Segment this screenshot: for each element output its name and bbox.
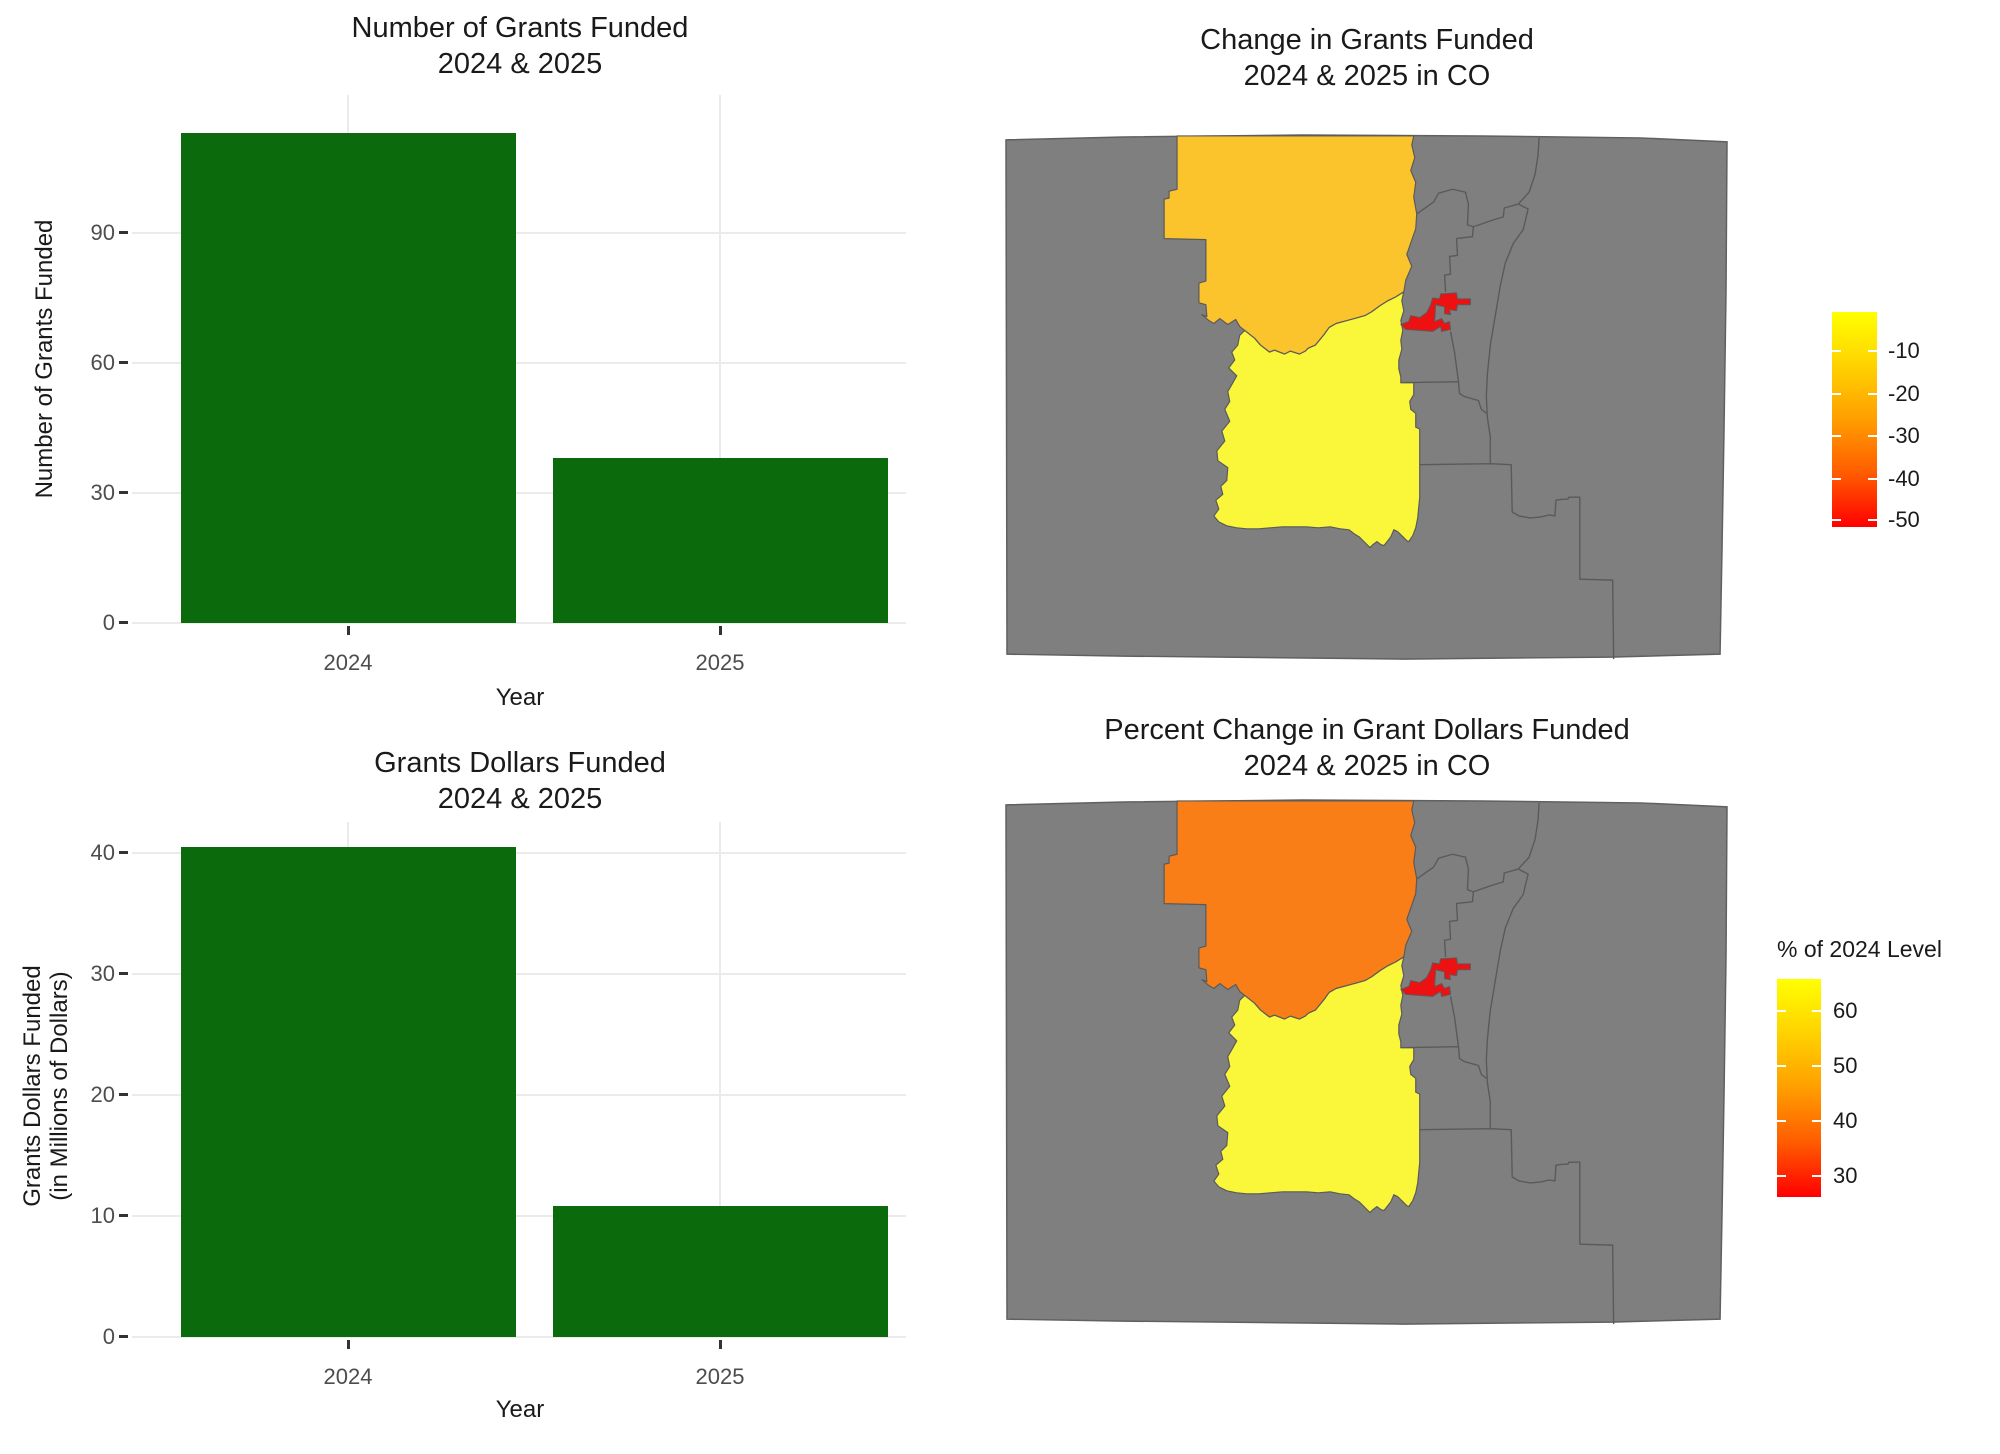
ytick-label-10: 10 — [90, 1203, 115, 1228]
ytick-mark-20 — [119, 1093, 128, 1096]
ytick-mark-30 — [119, 491, 128, 494]
gridline-90 — [132, 232, 906, 234]
region-denver — [1400, 292, 1471, 332]
region-central — [1213, 291, 1421, 549]
xtick-label-2024: 2024 — [323, 650, 373, 675]
xtick-mark-2024 — [347, 1340, 350, 1349]
xtick-label-2025: 2025 — [695, 650, 745, 675]
legend-label: 50 — [1833, 1053, 1858, 1078]
legend-tick — [1777, 1010, 1786, 1012]
legend-tick — [1812, 1175, 1821, 1177]
bar-2024 — [181, 847, 516, 1337]
legend-title: % of 2024 Level — [1777, 936, 1942, 962]
legend-label: -30 — [1888, 423, 1920, 448]
legend-label: 60 — [1833, 998, 1858, 1023]
ytick-mark-60 — [119, 361, 128, 364]
ytick-label-30: 30 — [90, 961, 115, 986]
bar-2024 — [181, 133, 516, 623]
legend-gradient-bar — [1777, 979, 1821, 1197]
legend-tick — [1832, 393, 1841, 395]
ytick-mark-0 — [119, 1335, 128, 1338]
ytick-mark-40 — [119, 851, 128, 854]
bar-2025 — [553, 458, 888, 623]
ytick-mark-30 — [119, 972, 128, 975]
region-denver — [1400, 957, 1471, 997]
bar-2025 — [553, 1206, 888, 1337]
gridline-2025 — [719, 95, 721, 623]
gridline-20 — [132, 1094, 906, 1096]
legend-tick — [1832, 350, 1841, 352]
legend-tick — [1868, 478, 1877, 480]
chart-title-line2: 2024 & 2025 in CO — [1243, 750, 1491, 782]
legend-tick — [1777, 1120, 1786, 1122]
legend-tick — [1868, 519, 1877, 521]
legend-tick — [1868, 435, 1877, 437]
legend-label: -20 — [1888, 381, 1920, 406]
chart-title-line2: 2024 & 2025 in CO — [1243, 60, 1491, 92]
ytick-label-20: 20 — [90, 1082, 115, 1107]
chart-title: Number of Grants Funded 2024 & 2025 — [120, 10, 920, 82]
legend-tick — [1812, 1120, 1821, 1122]
legend-label: -50 — [1888, 507, 1920, 532]
legend-tick — [1777, 1065, 1786, 1067]
legend-label: -10 — [1888, 338, 1920, 363]
ytick-label-30: 30 — [90, 480, 115, 505]
ytick-mark-10 — [119, 1214, 128, 1217]
ytick-label-60: 60 — [90, 350, 115, 375]
xtick-mark-2025 — [719, 626, 722, 635]
legend-tick — [1868, 350, 1877, 352]
legend-tick — [1832, 435, 1841, 437]
legend-label: 40 — [1833, 1108, 1858, 1133]
legend-tick — [1832, 478, 1841, 480]
y-axis-title: Number of Grants Funded — [31, 219, 58, 499]
ytick-mark-90 — [119, 231, 128, 234]
district-boundaries — [1400, 137, 1615, 660]
gridline-2025 — [719, 822, 721, 1337]
legend-tick — [1832, 519, 1841, 521]
gridline-10 — [132, 1215, 906, 1217]
legend-label: 30 — [1833, 1163, 1858, 1188]
gridline-30 — [132, 492, 906, 494]
chart-title-line2: 2024 & 2025 — [437, 48, 603, 80]
y-axis-title-line2: (in Millions of Dollars) — [46, 971, 73, 1201]
chart-title-line1: Change in Grants Funded — [1200, 24, 1534, 56]
district-boundaries — [1400, 802, 1615, 1325]
xtick-mark-2024 — [347, 626, 350, 635]
ytick-label-90: 90 — [90, 220, 115, 245]
x-axis-title: Year — [495, 1396, 545, 1423]
gridline-0 — [132, 622, 906, 624]
legend-tick — [1777, 1175, 1786, 1177]
ytick-mark-0 — [119, 621, 128, 624]
colorado-map — [1005, 799, 1728, 1325]
legend-tick — [1812, 1065, 1821, 1067]
chart-title-line1: Grants Dollars Funded — [374, 747, 666, 779]
chart-title: Grants Dollars Funded 2024 & 2025 — [120, 745, 920, 817]
legend-label: -40 — [1888, 466, 1920, 491]
chart-title: Change in Grants Funded 2024 & 2025 in C… — [1010, 22, 1724, 94]
ytick-label-0: 0 — [102, 1324, 115, 1349]
gridline-60 — [132, 362, 906, 364]
gridline-40 — [132, 852, 906, 854]
xtick-label-2024: 2024 — [323, 1364, 373, 1389]
colorado-map — [1005, 134, 1728, 660]
y-axis-title: Grants Dollars Funded (in Millions of Do… — [19, 871, 75, 1301]
legend-tick — [1868, 393, 1877, 395]
gridline-30 — [132, 973, 906, 975]
xtick-mark-2025 — [719, 1340, 722, 1349]
ytick-label-40: 40 — [90, 840, 115, 865]
xtick-label-2025: 2025 — [695, 1364, 745, 1389]
legend-gradient-bar — [1832, 312, 1877, 527]
chart-title-line1: Percent Change in Grant Dollars Funded — [1104, 714, 1630, 746]
gridline-0 — [132, 1336, 906, 1338]
legend-tick — [1812, 1010, 1821, 1012]
ytick-label-0: 0 — [102, 610, 115, 635]
region-central — [1213, 956, 1421, 1214]
chart-title-line2: 2024 & 2025 — [437, 783, 603, 815]
chart-title-line1: Number of Grants Funded — [351, 12, 689, 44]
y-axis-title-line1: Grants Dollars Funded — [19, 965, 46, 1207]
x-axis-title: Year — [495, 684, 545, 711]
chart-title: Percent Change in Grant Dollars Funded 2… — [1010, 712, 1724, 784]
